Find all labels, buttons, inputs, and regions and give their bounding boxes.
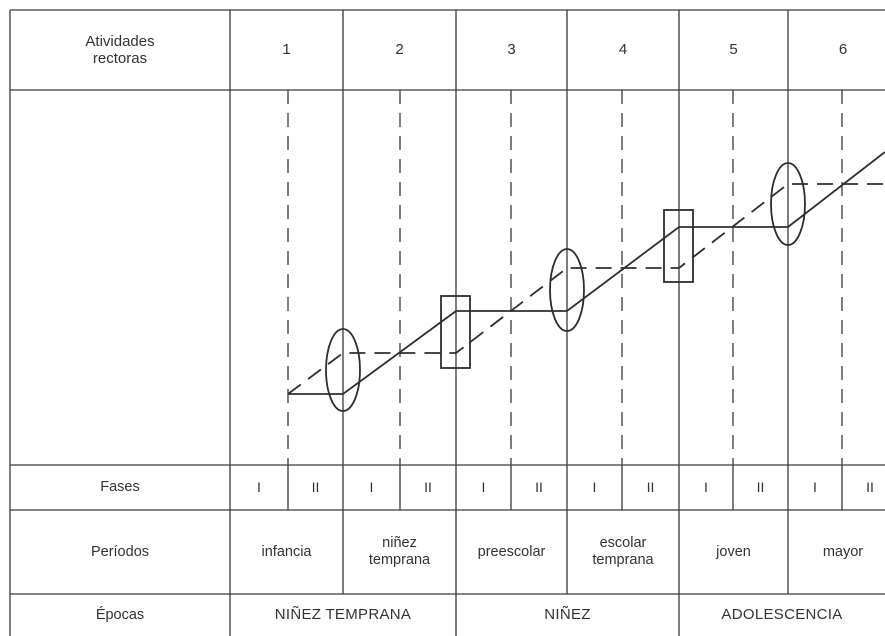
activity-number-2: 2 — [395, 41, 404, 59]
transition-box-1 — [440, 295, 471, 369]
period-infancia: infancia — [261, 543, 312, 560]
epoch-adolescencia: ADOLESCENCIA — [721, 606, 843, 624]
solid-development-line — [288, 151, 885, 395]
phase-cell: I — [369, 479, 374, 496]
activity-number-5: 5 — [729, 41, 738, 59]
fases-label: Fases — [100, 479, 140, 496]
transition-ellipse-2 — [549, 248, 585, 332]
activity-number-1: 1 — [282, 41, 291, 59]
period-preescolar: preescolar — [477, 543, 546, 560]
phase-cell: I — [257, 479, 261, 496]
phase-cell: I — [481, 479, 486, 496]
activity-number-3: 3 — [507, 41, 516, 59]
phase-cell: II — [646, 479, 655, 496]
phase-cell: II — [311, 479, 320, 496]
phase-dividers — [287, 90, 843, 510]
header-label: Atividades rectoras — [85, 32, 155, 67]
phase-cell: I — [704, 479, 708, 496]
phase-cell: I — [592, 479, 597, 496]
phase-cell: II — [756, 479, 765, 496]
transition-ellipse-3 — [770, 162, 806, 246]
dashed-development-line — [287, 183, 885, 395]
phase-cell: II — [424, 479, 432, 496]
periodos-label: Períodos — [90, 543, 150, 560]
period-mayor: mayor — [822, 543, 864, 560]
epocas-label: Épocas — [95, 606, 145, 623]
period-joven: joven — [716, 543, 751, 560]
phase-cell: II — [866, 479, 874, 496]
transition-ellipse-1 — [325, 328, 361, 412]
phase-cell: I — [813, 479, 817, 496]
activity-number-6: 6 — [838, 41, 848, 59]
activity-number-4: 4 — [618, 41, 628, 59]
epoch-ninez-temprana: NIÑEZ TEMPRANA — [274, 606, 412, 624]
period-escolar-temprana: escolar temprana — [592, 535, 654, 568]
epoch-ninez: NIÑEZ — [544, 606, 591, 624]
phase-cell: II — [535, 479, 543, 496]
transition-box-2 — [663, 209, 694, 283]
period-ninez-temprana: niñez temprana — [368, 535, 431, 568]
